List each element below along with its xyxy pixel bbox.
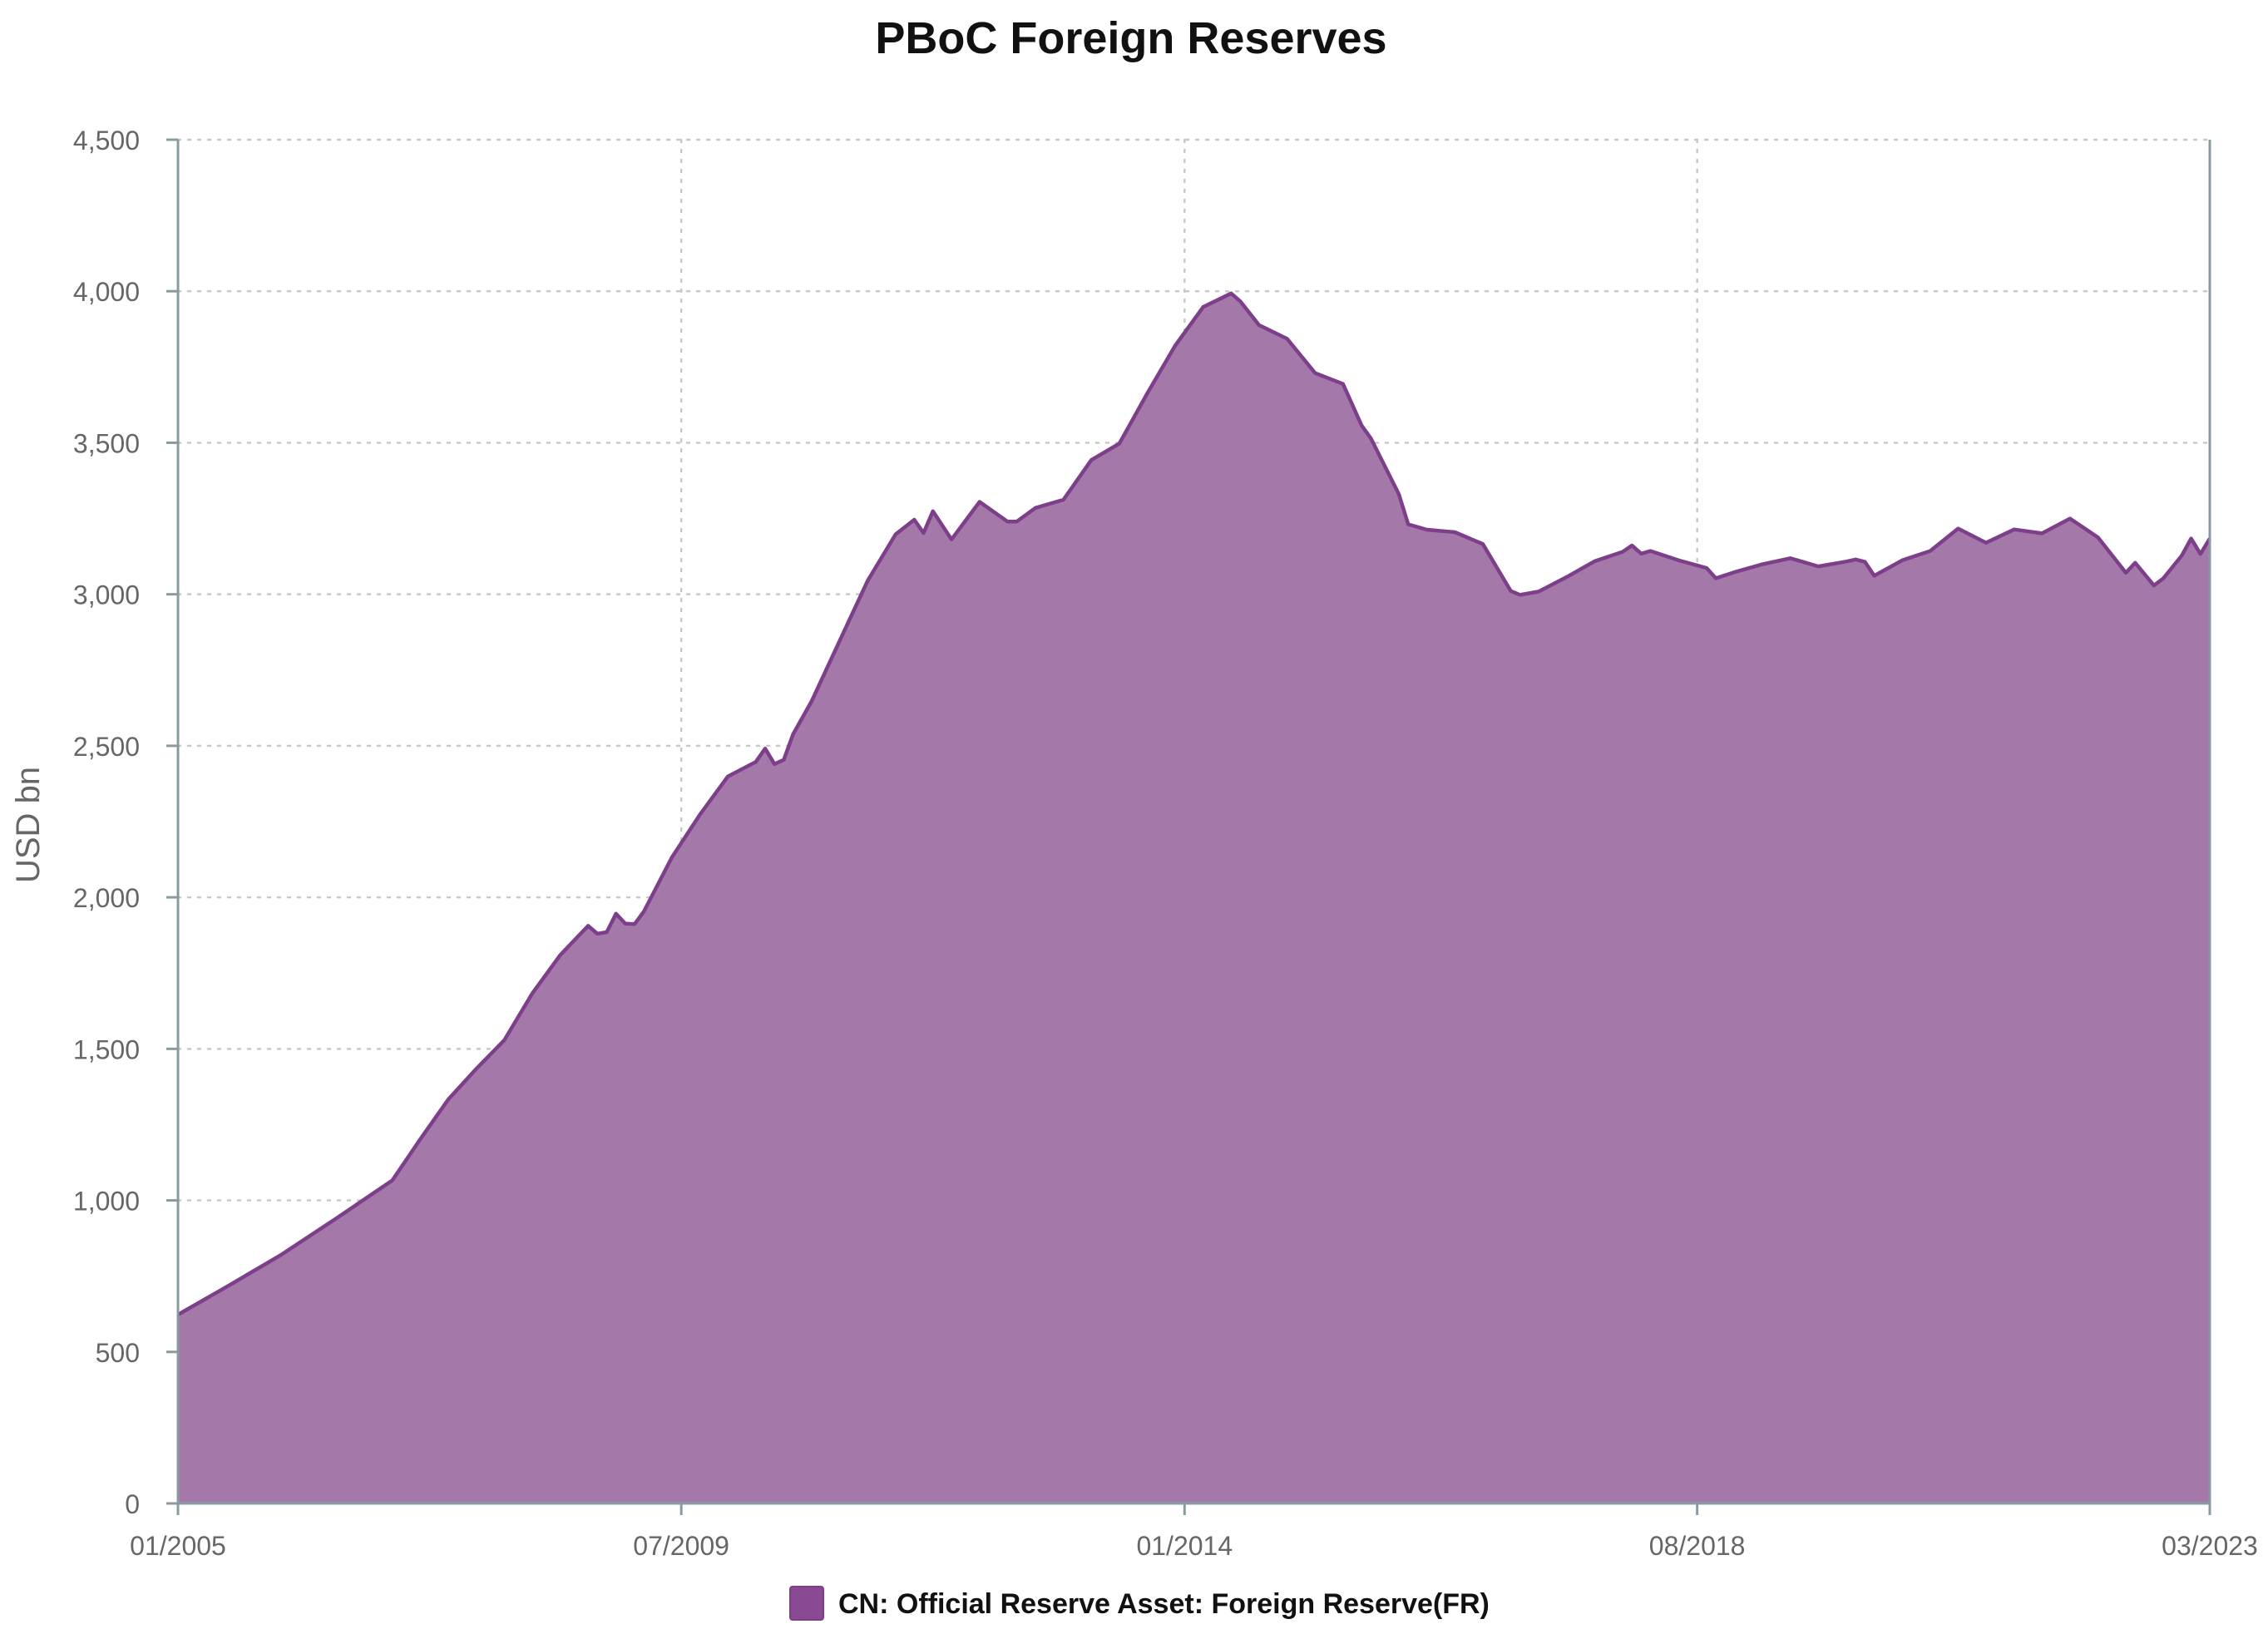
- x-tick-label: 07/2009: [633, 1531, 729, 1561]
- chart-title: PBoC Foreign Reserves: [875, 13, 1386, 63]
- y-axis-title: USD bn: [10, 767, 47, 883]
- y-tick-label: 500: [96, 1338, 140, 1368]
- area-layer: [176, 291, 2211, 1503]
- x-tick-labels: 01/2005 07/2009 01/2014 08/2018 03/2023: [130, 1531, 2258, 1561]
- y-tick-label: 3,000: [73, 580, 140, 610]
- x-tick-label: 01/2005: [130, 1531, 226, 1561]
- axes-layer: [176, 140, 2211, 1505]
- legend: CN: Official Reserve Asset: Foreign Rese…: [789, 1586, 1490, 1621]
- y-tick-label: 3,500: [73, 428, 140, 458]
- legend-swatch: [789, 1586, 824, 1621]
- x-tick-label: 03/2023: [2162, 1531, 2258, 1561]
- y-tick-label: 4,500: [73, 126, 140, 155]
- y-tick-label: 1,500: [73, 1034, 140, 1064]
- y-tick-label: 2,500: [73, 732, 140, 762]
- y-tick-label: 0: [125, 1489, 140, 1519]
- y-tick-label: 4,000: [73, 277, 140, 307]
- y-tick-labels: 0 500 1,000 1,500 2,000 2,500 3,000 3,500 4,000 4…: [73, 126, 140, 1519]
- series-line: [176, 291, 2211, 1316]
- x-tick-label: 01/2014: [1136, 1531, 1233, 1561]
- y-tick-label: 2,000: [73, 883, 140, 913]
- legend-label: CN: Official Reserve Asset: Foreign Rese…: [838, 1588, 1490, 1620]
- x-tick-label: 08/2018: [1649, 1531, 1746, 1561]
- y-tick-label: 1,000: [73, 1187, 140, 1217]
- series-area: [178, 293, 2210, 1503]
